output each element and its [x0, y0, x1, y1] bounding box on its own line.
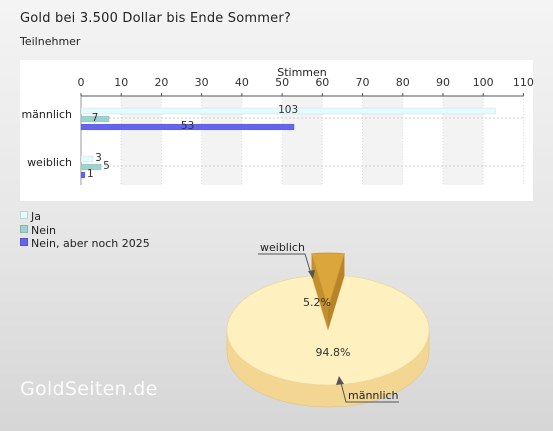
- bar-nein-weiblich: [80, 163, 102, 171]
- x-tick-label: 110: [513, 76, 534, 89]
- x-tick-label: 10: [114, 76, 128, 89]
- bar-value-label: 53: [181, 120, 194, 132]
- pie-slice-side-weiblich-left: [311, 253, 328, 330]
- x-tick-label: 20: [154, 76, 168, 89]
- pie-slice-maennlich: [226, 275, 430, 386]
- pie-value-label-weiblich: 5.2%: [303, 296, 331, 309]
- bar-value-label: 3: [95, 152, 102, 164]
- legend-label-nein: Nein: [31, 223, 57, 237]
- legend-item-nein: Nein: [20, 224, 150, 237]
- legend-item-ja: Ja: [20, 210, 150, 223]
- bar-value-label: 103: [278, 104, 298, 116]
- pie-callout-label-maennlich: männlich: [348, 389, 399, 402]
- bar-value-label: 5: [103, 160, 110, 172]
- bar-legend: Ja Nein Nein, aber noch 2025: [20, 210, 150, 251]
- pie-callout-label-weiblich: weiblich: [260, 241, 305, 254]
- bar-value-label: 7: [92, 112, 99, 124]
- x-tick-label: 60: [315, 76, 329, 89]
- chart-title: Gold bei 3.500 Dollar bis Ende Sommer?: [20, 11, 291, 26]
- pie-slice-side-weiblich-right: [328, 253, 345, 330]
- pie-callout-arrow-weiblich: [308, 270, 315, 279]
- pie-callout-line-weiblich: [258, 253, 313, 278]
- pie-callout-line-maennlich: [339, 378, 399, 403]
- x-tick-label: 100: [473, 76, 494, 89]
- bar-ja-weiblich: [80, 155, 94, 163]
- bar-value-label: 1: [87, 168, 94, 180]
- watermark-logo: GoldSeiten.de: [20, 378, 158, 400]
- legend-item-nein-2025: Nein, aber noch 2025: [20, 237, 150, 250]
- bar-ja-maennlich: [80, 107, 496, 115]
- legend-label-nein-2025: Nein, aber noch 2025: [31, 237, 150, 250]
- x-tick-label: 0: [78, 76, 85, 89]
- bar-nein-aber-noch-2025-weiblich: [80, 171, 86, 179]
- x-tick-label: 40: [235, 76, 249, 89]
- legend-label-ja: Ja: [31, 210, 41, 223]
- chart-subtitle: Teilnehmer: [20, 35, 81, 48]
- x-axis-title: Stimmen: [277, 66, 327, 79]
- legend-swatch-nein: [20, 224, 28, 233]
- pie-value-label-maennlich: 94.8%: [316, 346, 351, 359]
- category-label-maennlich: männlich: [21, 108, 72, 121]
- bar-nein-maennlich: [80, 115, 110, 123]
- pie-slice-weiblich: [311, 252, 345, 310]
- legend-swatch-nein-2025: [20, 238, 28, 246]
- bar-nein-aber-noch-2025-maennlich: [80, 123, 295, 131]
- legend-swatch-ja: [20, 211, 28, 219]
- x-tick-label: 30: [195, 76, 209, 89]
- x-tick-label: 70: [356, 76, 370, 89]
- x-tick-label: 50: [275, 76, 289, 89]
- x-tick-label: 90: [436, 76, 450, 89]
- x-tick-label: 80: [396, 76, 410, 89]
- category-label-weiblich: weiblich: [27, 156, 72, 169]
- pie-callout-arrow-maennlich: [336, 376, 344, 385]
